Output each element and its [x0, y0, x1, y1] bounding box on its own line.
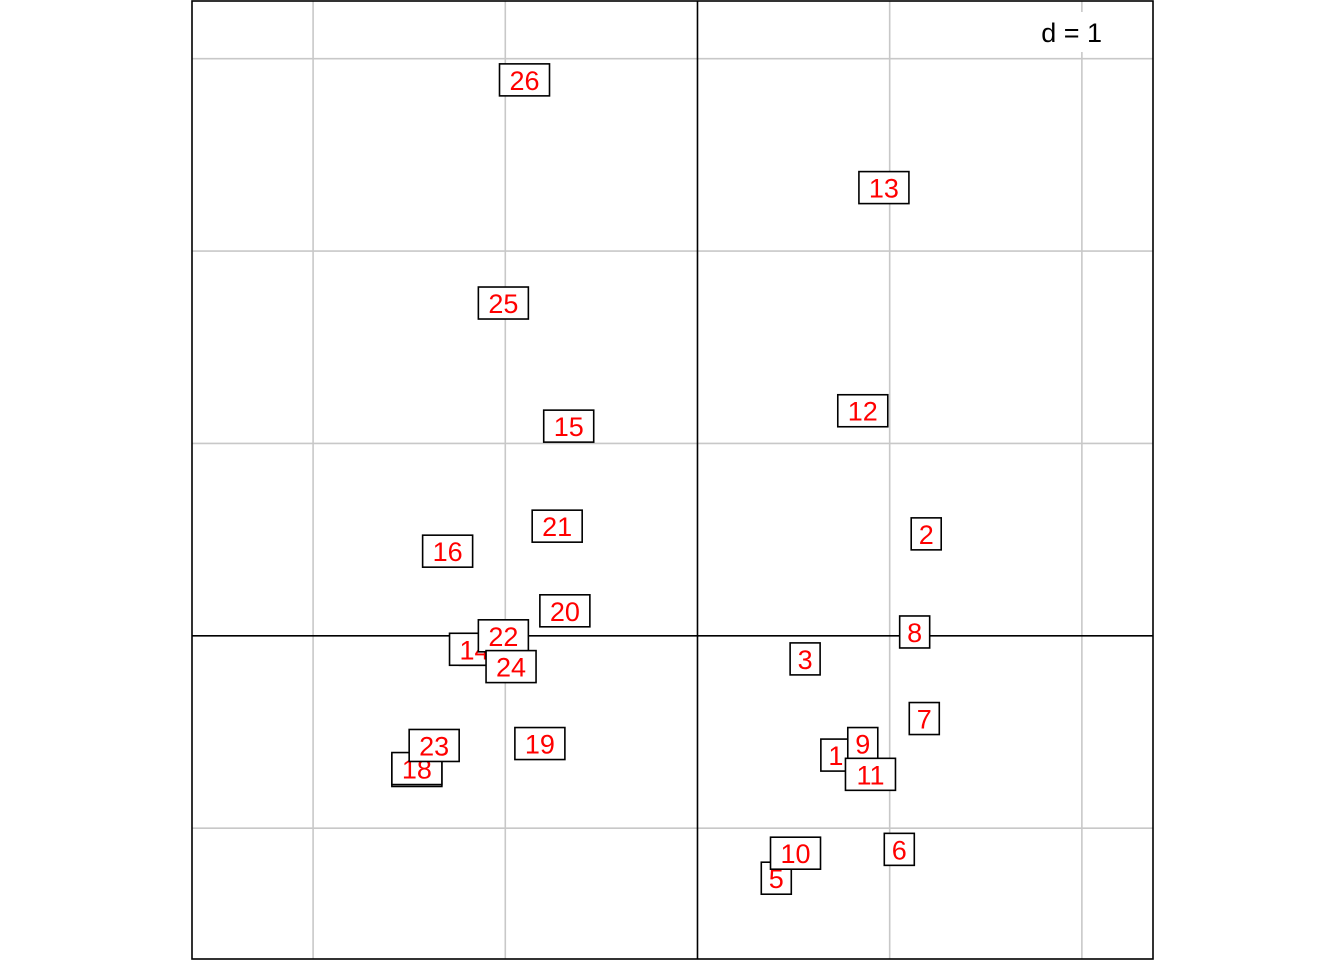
point-label-20: 20: [539, 594, 591, 628]
point-label-text: 19: [525, 730, 555, 760]
point-label-box: [898, 615, 931, 649]
point-label-box: [485, 649, 537, 684]
point-label-box: [789, 642, 821, 676]
point-label-box: [421, 534, 474, 568]
point-label-text: 15: [554, 412, 584, 442]
point-label-1: 1: [820, 738, 852, 772]
point-label-text: 7: [917, 705, 932, 735]
point-label-box: [858, 170, 910, 205]
point-label-box: [846, 726, 879, 761]
point-label-text: 22: [488, 622, 518, 652]
point-label-box: [769, 836, 822, 870]
point-label-text: 1: [828, 741, 843, 771]
point-label-21: 21: [531, 509, 583, 543]
point-label-text: 21: [542, 512, 572, 542]
point-label-text: 13: [869, 174, 899, 204]
point-label-box: [542, 409, 595, 443]
scale-label: d = 1: [1041, 18, 1102, 48]
point-label-box: [408, 728, 460, 763]
point-label-2: 2: [910, 517, 943, 551]
point-label-text: 24: [496, 653, 526, 683]
point-label-6: 6: [883, 832, 916, 867]
point-label-text: 3: [798, 645, 813, 675]
point-label-text: 2: [919, 520, 934, 550]
point-label-text: 10: [780, 839, 810, 869]
point-label-text: 25: [488, 289, 518, 319]
point-label-8: 8: [898, 615, 931, 649]
point-label-box: [539, 594, 591, 628]
point-label-15: 15: [542, 409, 595, 443]
point-label-12: 12: [836, 393, 889, 428]
point-label-box: [531, 509, 583, 543]
point-label-text: 6: [892, 835, 907, 865]
point-label-10: 10: [769, 836, 822, 870]
point-label-22: 22: [477, 619, 530, 653]
scale-legend-background: [1018, 12, 1118, 52]
point-label-text: 20: [550, 597, 580, 627]
point-label-box: [514, 726, 566, 761]
plot-background: [192, 1, 1153, 959]
point-labels: 1234567891011121314151617181920212223242…: [391, 63, 943, 896]
point-label-16: 16: [421, 534, 474, 568]
point-label-box: [910, 517, 943, 551]
point-label-text: 23: [419, 731, 449, 761]
point-label-box: [908, 701, 941, 736]
point-label-13: 13: [858, 170, 910, 205]
plot-frame: [191, 0, 1154, 960]
point-label-19: 19: [514, 726, 566, 761]
point-label-26: 26: [498, 63, 551, 97]
point-label-24: 24: [485, 649, 537, 684]
point-label-11: 11: [844, 757, 897, 792]
point-label-9: 9: [846, 726, 879, 761]
point-label-box: [836, 393, 889, 428]
point-label-box: [883, 832, 916, 867]
grid-lines: [192, 1, 1153, 959]
point-label-25: 25: [477, 286, 530, 320]
point-label-text: 26: [509, 66, 539, 96]
origin-axes: [192, 1, 1153, 959]
point-label-7: 7: [908, 701, 941, 736]
point-label-text: 11: [856, 760, 884, 790]
point-label-text: 16: [433, 537, 463, 567]
point-label-text: 5: [769, 864, 784, 894]
point-label-box: [477, 286, 530, 320]
point-label-3: 3: [789, 642, 821, 676]
point-label-box: [498, 63, 551, 97]
point-label-text: 12: [848, 397, 878, 427]
point-label-box: [844, 757, 897, 792]
point-label-23: 23: [408, 728, 460, 763]
scale-legend: d = 1: [1018, 12, 1118, 52]
point-label-text: 9: [855, 730, 870, 760]
point-label-text: 8: [907, 618, 922, 648]
